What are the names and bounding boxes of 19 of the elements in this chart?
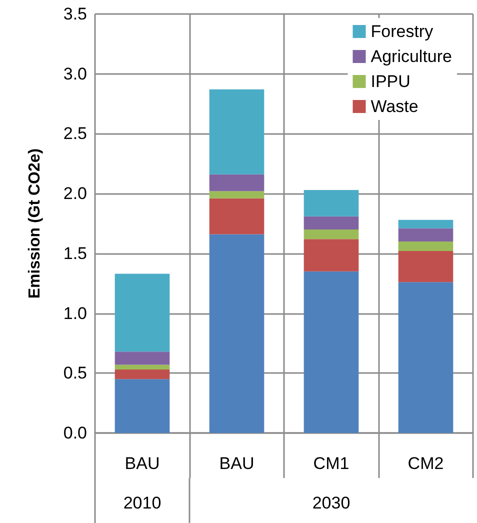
legend-label: Waste xyxy=(370,97,418,116)
y-tick-label: 2.0 xyxy=(63,184,87,204)
y-tick-label: 1.5 xyxy=(63,244,87,263)
y-tick-label: 0.0 xyxy=(63,424,87,442)
text: 2010 xyxy=(123,494,162,512)
x-tick-label: BAU xyxy=(219,454,254,473)
y-tick-label: 0.5 xyxy=(63,364,87,383)
y-tick-label: 3.0 xyxy=(63,64,87,84)
legend-label: IPPU xyxy=(370,72,410,91)
y-axis-title: Emission (Gt CO2e) xyxy=(26,148,44,299)
text: 2030 xyxy=(312,494,350,512)
legend-label: Agriculture xyxy=(370,47,452,66)
x-tick-label: BAU xyxy=(124,454,160,473)
x-tick-label: CM2 xyxy=(408,454,444,473)
x-tick-label: CM1 xyxy=(313,454,350,473)
y-tick-label: 3.5 xyxy=(63,4,87,24)
y-tick-label: 1.0 xyxy=(63,304,87,323)
y-tick-label: 2.5 xyxy=(63,124,87,144)
legend-label: Forestry xyxy=(370,22,434,41)
